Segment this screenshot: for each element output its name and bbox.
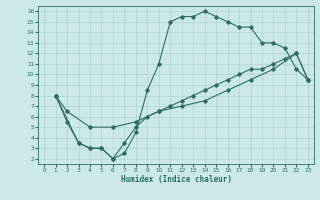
- X-axis label: Humidex (Indice chaleur): Humidex (Indice chaleur): [121, 175, 231, 184]
